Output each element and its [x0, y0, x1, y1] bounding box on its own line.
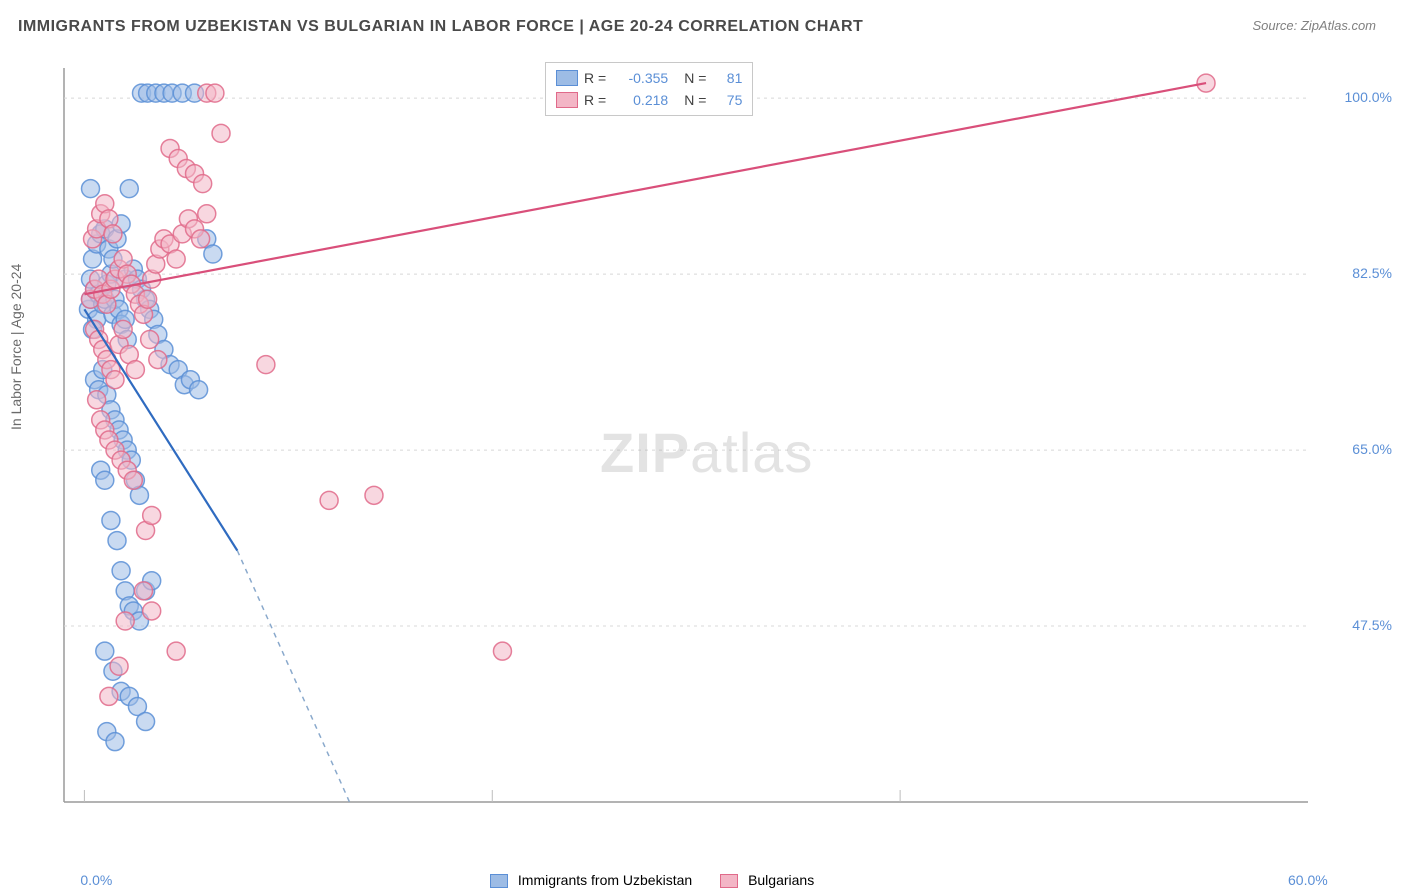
- legend-item-a: Immigrants from Uzbekistan: [490, 872, 692, 888]
- chart-title: IMMIGRANTS FROM UZBEKISTAN VS BULGARIAN …: [18, 18, 863, 36]
- r-value-b: 0.218: [612, 92, 668, 108]
- chart-svg: [58, 60, 1358, 830]
- n-value-a: 81: [712, 70, 742, 86]
- y-tick-label: 65.0%: [1352, 441, 1392, 457]
- legend-row-b: R = 0.218 N = 75: [556, 89, 742, 111]
- n-label: N =: [684, 70, 706, 86]
- legend-swatch-a: [556, 70, 578, 86]
- n-value-b: 75: [712, 92, 742, 108]
- correlation-legend: R = -0.355 N = 81 R = 0.218 N = 75: [545, 62, 753, 116]
- x-tick-label: 0.0%: [80, 872, 112, 888]
- legend-row-a: R = -0.355 N = 81: [556, 67, 742, 89]
- r-label: R =: [584, 70, 606, 86]
- x-tick-label: 60.0%: [1288, 872, 1328, 888]
- y-tick-label: 47.5%: [1352, 617, 1392, 633]
- series-legend: Immigrants from Uzbekistan Bulgarians: [490, 872, 814, 888]
- legend-swatch-a: [490, 874, 508, 888]
- legend-label-a: Immigrants from Uzbekistan: [518, 872, 692, 888]
- plot-area: [58, 60, 1358, 830]
- legend-swatch-b: [556, 92, 578, 108]
- source-attribution: Source: ZipAtlas.com: [1252, 18, 1376, 33]
- y-tick-label: 100.0%: [1345, 89, 1392, 105]
- legend-label-b: Bulgarians: [748, 872, 814, 888]
- y-axis-label: In Labor Force | Age 20-24: [8, 264, 24, 430]
- r-label: R =: [584, 92, 606, 108]
- r-value-a: -0.355: [612, 70, 668, 86]
- legend-swatch-b: [720, 874, 738, 888]
- n-label: N =: [684, 92, 706, 108]
- y-tick-label: 82.5%: [1352, 265, 1392, 281]
- legend-item-b: Bulgarians: [720, 872, 814, 888]
